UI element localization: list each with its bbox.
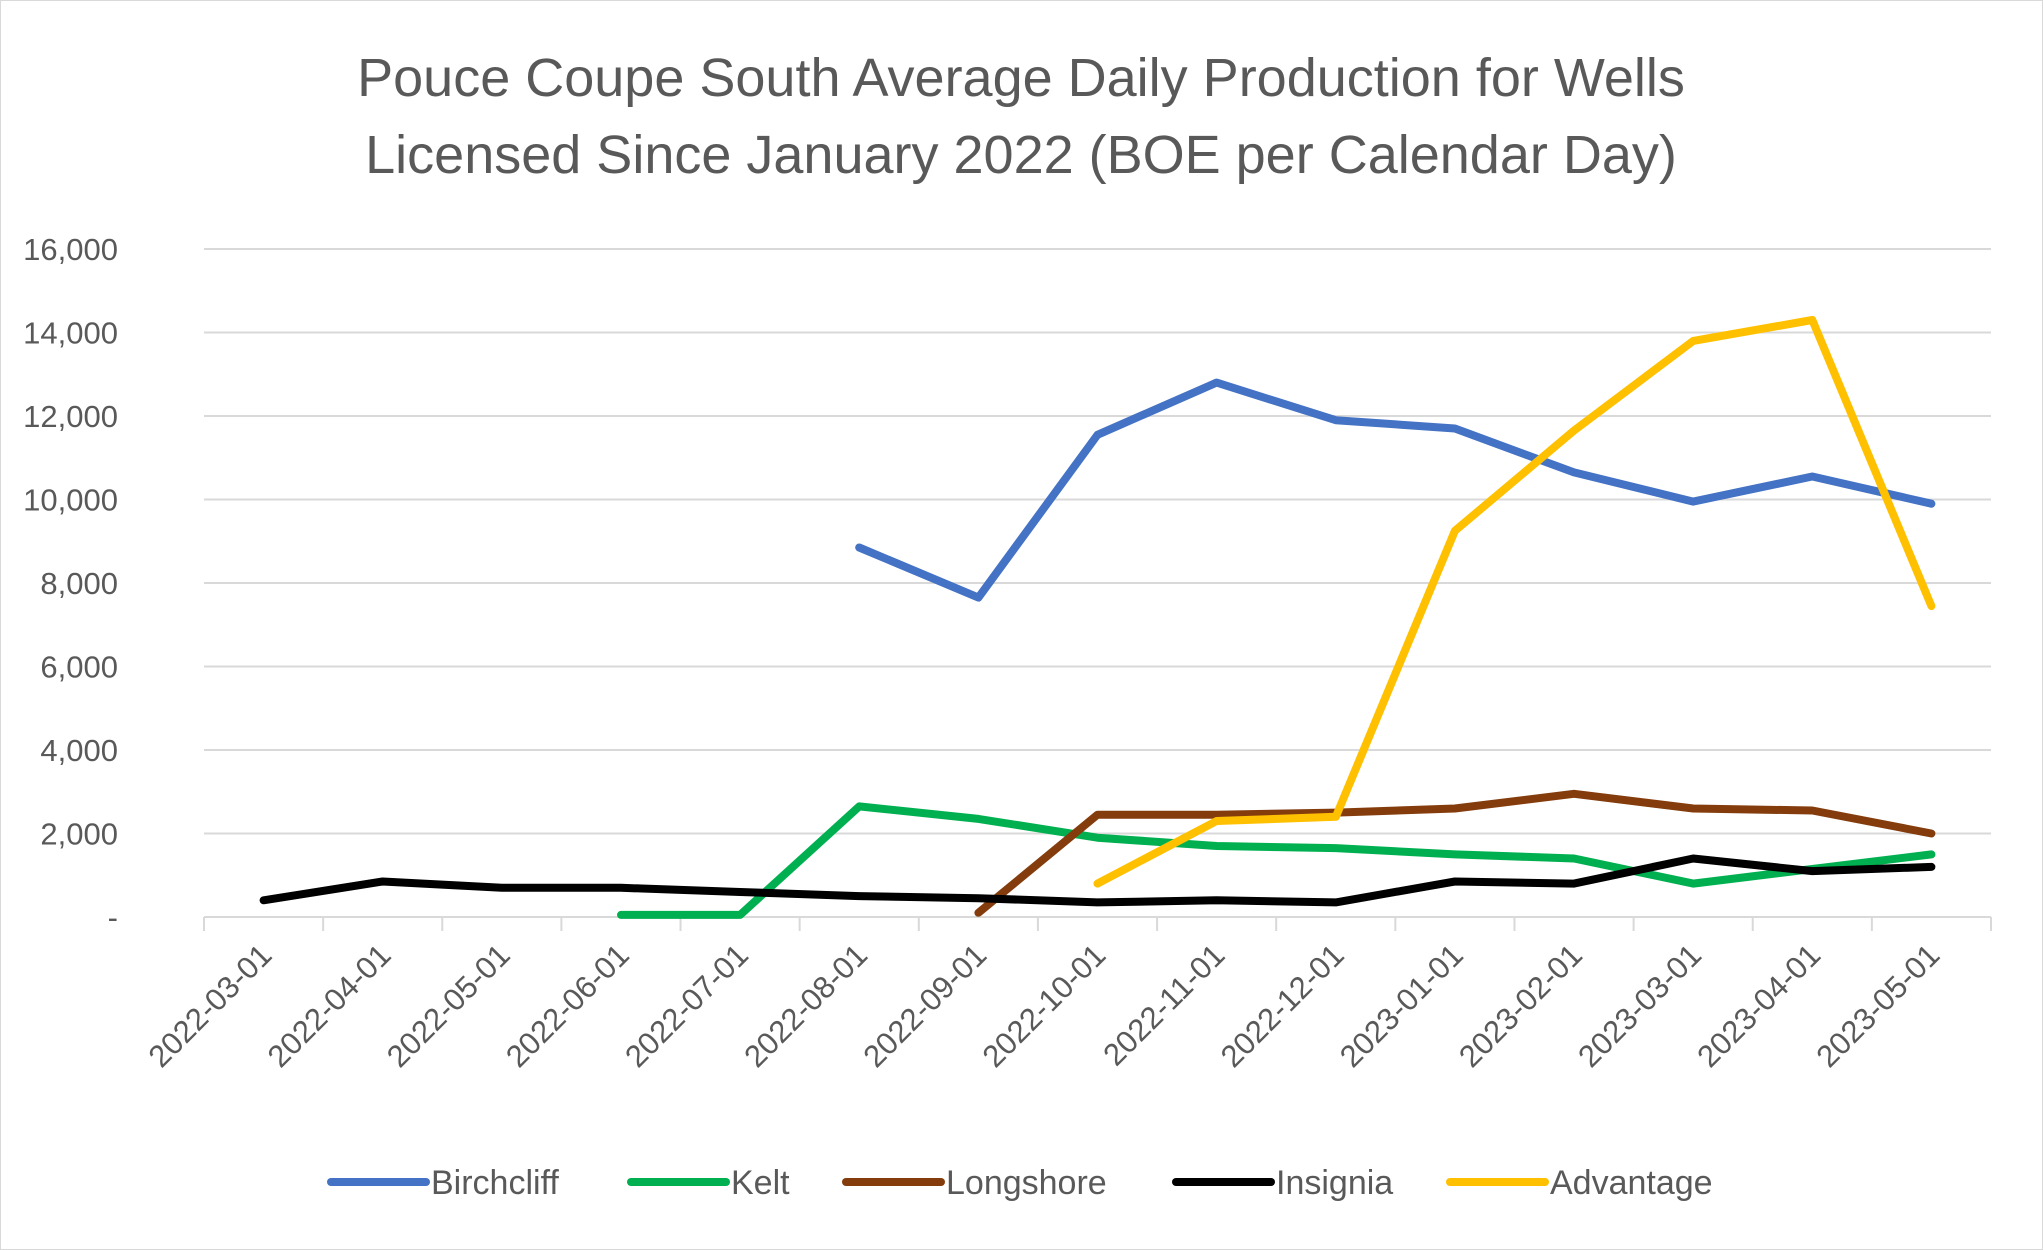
axes: - 2,000 4,000 6,000 8,000 10,000 12,000 14,000 1… bbox=[23, 232, 1992, 1074]
legend: Birchcliff Kelt Longshore Insignia Advantage bbox=[327, 1164, 1713, 1202]
x-tick-label: 2022-07-01 bbox=[618, 937, 755, 1074]
series-line-birchcliff bbox=[855, 378, 1936, 602]
y-tick-label: 8,000 bbox=[40, 566, 118, 601]
series-line-insignia bbox=[259, 854, 1936, 907]
x-tick-label: 2023-02-01 bbox=[1452, 937, 1589, 1074]
x-tick-label: 2022-09-01 bbox=[856, 937, 993, 1074]
y-tick-label: 12,000 bbox=[23, 399, 118, 434]
gridlines bbox=[204, 248, 1991, 835]
series-lines bbox=[259, 316, 1936, 919]
x-tick-label: 2023-03-01 bbox=[1571, 937, 1708, 1074]
y-tick-label: 10,000 bbox=[23, 483, 118, 518]
chart-title-line-2: Licensed Since January 2022 (BOE per Cal… bbox=[365, 125, 1677, 185]
x-tick-label: 2022-04-01 bbox=[261, 937, 398, 1074]
y-tick-label: 6,000 bbox=[40, 650, 118, 685]
series-line-longshore bbox=[974, 789, 1936, 917]
x-tick-label: 2022-12-01 bbox=[1214, 937, 1351, 1074]
y-tick-label: 14,000 bbox=[23, 316, 118, 351]
x-tick-label: 2022-05-01 bbox=[380, 937, 517, 1074]
x-tick-label: 2022-11-01 bbox=[1096, 937, 1231, 1072]
x-tick-label: 2022-10-01 bbox=[976, 937, 1113, 1074]
series-line-advantage bbox=[1093, 316, 1936, 888]
y-tick-label: 4,000 bbox=[40, 733, 118, 768]
x-tick-label: 2023-04-01 bbox=[1690, 937, 1827, 1074]
legend-label-kelt: Kelt bbox=[731, 1164, 790, 1202]
legend-label-advantage: Advantage bbox=[1550, 1164, 1713, 1202]
legend-label-insignia: Insignia bbox=[1276, 1164, 1393, 1202]
y-tick-label: - bbox=[108, 900, 118, 935]
x-tick-label: 2022-06-01 bbox=[499, 937, 636, 1074]
chart-title-line-1: Pouce Coupe South Average Daily Producti… bbox=[357, 48, 1685, 108]
series-line-kelt bbox=[617, 802, 1936, 919]
x-tick-label: 2022-08-01 bbox=[737, 937, 874, 1074]
legend-label-longshore: Longshore bbox=[946, 1164, 1107, 1202]
x-tick-label: 2023-05-01 bbox=[1810, 937, 1947, 1074]
x-tick-label: 2022-03-01 bbox=[142, 937, 279, 1074]
legend-label-birchcliff: Birchcliff bbox=[431, 1164, 559, 1202]
y-tick-label: 16,000 bbox=[23, 232, 118, 267]
y-tick-label: 2,000 bbox=[40, 817, 118, 852]
x-tick-label: 2023-01-01 bbox=[1333, 937, 1470, 1074]
